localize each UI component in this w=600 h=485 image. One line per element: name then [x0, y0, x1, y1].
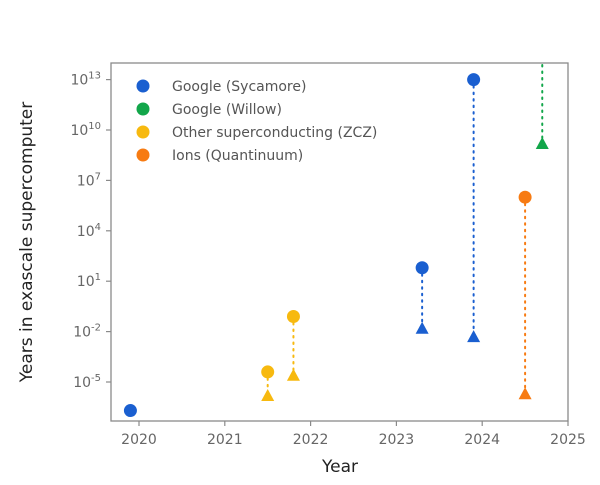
- data-point-circle: [261, 365, 275, 379]
- data-point-triangle: [535, 136, 549, 149]
- data-layer: [123, 64, 549, 418]
- data-point-circle: [415, 261, 429, 275]
- legend: Google (Sycamore) Google (Willow) Other su…: [136, 79, 377, 164]
- tick-base: 10: [77, 173, 95, 189]
- y-tick-label: 1013: [70, 71, 101, 89]
- tick-exponent: 1: [95, 272, 101, 283]
- tick-exponent: -2: [91, 323, 101, 334]
- legend-marker: [136, 148, 150, 162]
- x-axis: 2020 2021 2022 2023 2024 2025: [121, 421, 586, 448]
- legend-label: Google (Willow): [172, 102, 282, 118]
- tick-exponent: 7: [95, 171, 101, 182]
- data-point-triangle: [415, 321, 429, 334]
- tick-exponent: 4: [95, 222, 101, 233]
- data-point-circle: [286, 309, 300, 323]
- data-point-triangle: [467, 330, 481, 343]
- y-tick-label: 1010: [70, 121, 101, 139]
- data-point-triangle: [518, 387, 532, 400]
- x-tick-label: 2022: [293, 432, 329, 448]
- y-tick-label: 104: [77, 222, 101, 240]
- tick-base: 10: [73, 375, 91, 391]
- x-tick-label: 2024: [464, 432, 500, 448]
- x-tick-label: 2021: [207, 432, 243, 448]
- legend-marker: [136, 102, 150, 116]
- legend-label: Other superconducting (ZCZ): [172, 125, 377, 141]
- x-tick-label: 2025: [550, 432, 586, 448]
- y-tick-label: 107: [77, 171, 101, 189]
- legend-marker: [136, 79, 150, 93]
- tick-base: 10: [73, 325, 91, 341]
- data-point-triangle: [261, 388, 275, 401]
- x-tick-label: 2023: [379, 432, 415, 448]
- y-tick-label: 10-2: [73, 323, 101, 341]
- legend-label: Ions (Quantinuum): [172, 148, 303, 164]
- data-point-triangle: [286, 368, 300, 381]
- tick-base: 10: [70, 123, 88, 139]
- y-axis-title: Years in exascale supercomputer: [17, 102, 37, 383]
- x-tick-label: 2020: [121, 432, 157, 448]
- data-point-circle: [123, 404, 137, 418]
- plot-frame: [110, 62, 569, 422]
- tick-base: 10: [70, 73, 88, 89]
- tick-exponent: 10: [88, 121, 101, 132]
- data-point-circle: [467, 73, 481, 87]
- tick-base: 10: [77, 224, 95, 240]
- tick-exponent: -5: [91, 373, 101, 384]
- legend-label: Google (Sycamore): [172, 79, 306, 95]
- y-tick-label: 10-5: [73, 373, 101, 391]
- y-tick-label: 101: [77, 272, 101, 290]
- tick-exponent: 13: [88, 71, 101, 82]
- legend-marker: [136, 125, 150, 139]
- data-point-circle: [518, 190, 532, 204]
- x-axis-title: Year: [321, 457, 358, 477]
- tick-base: 10: [77, 274, 95, 290]
